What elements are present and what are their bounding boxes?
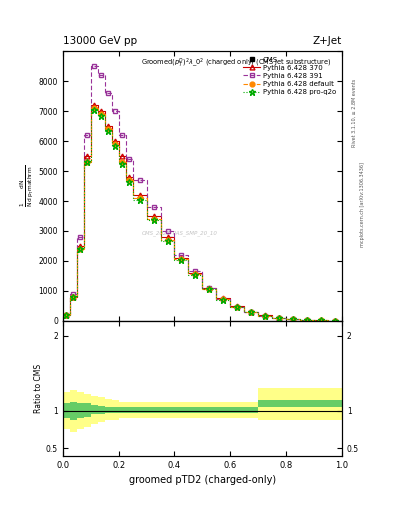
Y-axis label: Ratio to CMS: Ratio to CMS xyxy=(34,364,43,413)
Legend: CMS, Pythia 6.428 370, Pythia 6.428 391, Pythia 6.428 default, Pythia 6.428 pro-: CMS, Pythia 6.428 370, Pythia 6.428 391,… xyxy=(241,55,338,97)
Text: Groomed$(p_T^D)^2\lambda\_0^2$ (charged only) (CMS jet substructure): Groomed$(p_T^D)^2\lambda\_0^2$ (charged … xyxy=(141,57,332,70)
Y-axis label: $\mathrm{\frac{1}{N}\frac{dN}{d\,p_{T}mathrm}}$: $\mathrm{\frac{1}{N}\frac{dN}{d\,p_{T}ma… xyxy=(18,165,36,207)
X-axis label: groomed pTD2 (charged-only): groomed pTD2 (charged-only) xyxy=(129,475,276,485)
Text: CMS_2021_PAS_SMP_20_10: CMS_2021_PAS_SMP_20_10 xyxy=(142,230,218,236)
Text: Z+Jet: Z+Jet xyxy=(313,35,342,46)
Text: mcplots.cern.ch [arXiv:1306.3436]: mcplots.cern.ch [arXiv:1306.3436] xyxy=(360,162,365,247)
Text: Rivet 3.1.10, ≥ 2.8M events: Rivet 3.1.10, ≥ 2.8M events xyxy=(352,78,357,147)
Text: 13000 GeV pp: 13000 GeV pp xyxy=(63,35,137,46)
